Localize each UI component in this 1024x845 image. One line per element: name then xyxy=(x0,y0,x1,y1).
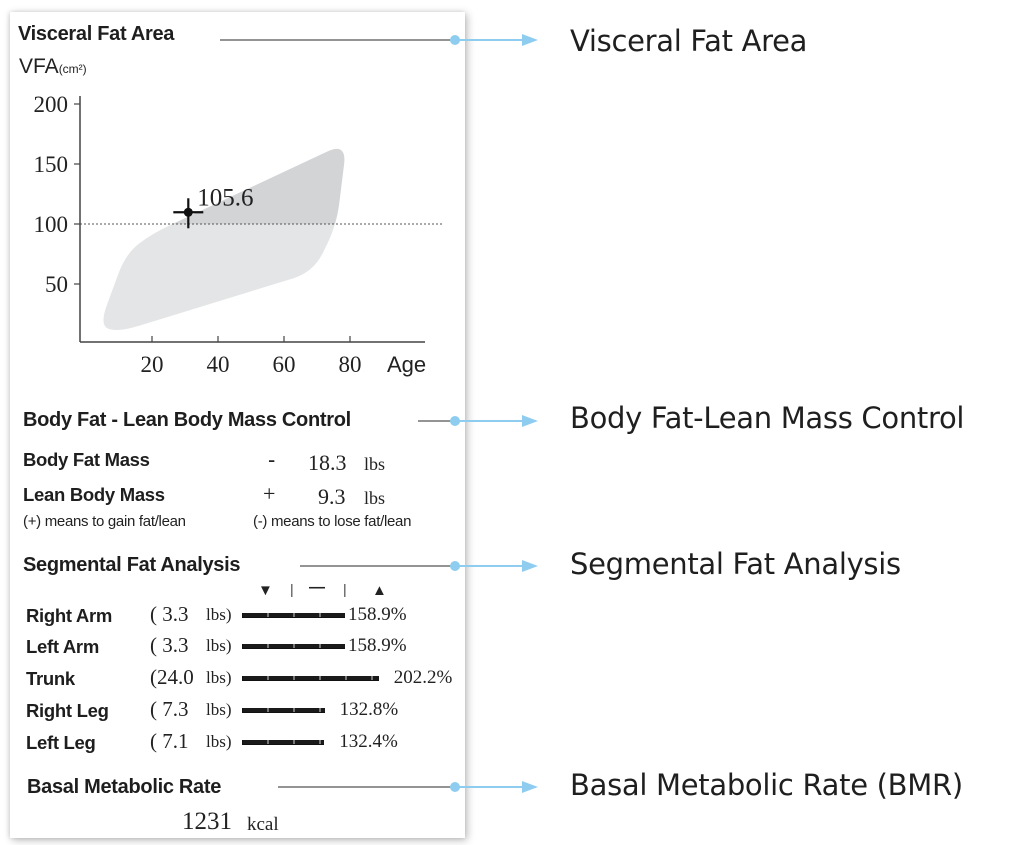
report-panel xyxy=(10,12,465,838)
x-tick-label: 20 xyxy=(141,352,164,377)
indicator-divider-1: | xyxy=(290,581,294,597)
dot-icon xyxy=(450,782,460,792)
x-axis-label: Age xyxy=(387,352,426,377)
segment-label: Trunk xyxy=(26,668,75,689)
callout-bmr xyxy=(278,781,538,793)
segment-percent: 202.2% xyxy=(393,667,453,688)
indicator-under-icon: ▼ xyxy=(258,582,273,599)
bmr-value: 1231 xyxy=(182,808,232,835)
arrow-right-icon xyxy=(522,415,538,427)
bmr-title: Basal Metabolic Rate xyxy=(27,776,222,798)
lean-body-mass-sign: + xyxy=(263,481,276,506)
x-tick-label: 60 xyxy=(273,352,296,377)
segment-mass: (24.0 xyxy=(150,665,194,689)
segment-mass-unit: lbs) xyxy=(206,700,232,719)
segment-mass: ( 7.3 xyxy=(150,697,189,721)
vfa-axis-label: VFA(cm²) xyxy=(19,55,87,79)
note-lose: (-) means to lose fat/lean xyxy=(253,513,412,530)
body-fat-mass-value: 18.3 xyxy=(308,450,347,475)
dot-icon xyxy=(450,416,460,426)
segment-bar xyxy=(242,676,379,681)
segment-label: Left Leg xyxy=(26,732,96,753)
callout-label-body-fat: Body Fat-Lean Mass Control xyxy=(570,401,965,435)
segment-bar xyxy=(242,644,345,649)
lean-body-mass-unit: lbs xyxy=(364,488,386,508)
body-fat-mass-sign: - xyxy=(268,447,276,472)
callout-body-fat xyxy=(418,415,538,427)
x-tick-label: 40 xyxy=(207,352,230,377)
segment-percent: 132.4% xyxy=(339,731,398,752)
dot-icon xyxy=(450,561,460,571)
segment-bar xyxy=(242,613,345,618)
callout-segmental xyxy=(300,560,538,572)
segment-mass-unit: lbs) xyxy=(206,732,232,751)
x-tick-label: 80 xyxy=(339,352,362,377)
y-tick-label: 150 xyxy=(34,152,69,177)
vfa-unit-main: VFA xyxy=(19,55,59,78)
segment-mass-unit: lbs) xyxy=(206,605,232,624)
segment-mass: ( 7.1 xyxy=(150,729,189,753)
segment-mass: ( 3.3 xyxy=(150,633,189,657)
region-below-reference xyxy=(103,224,335,330)
arrow-right-icon xyxy=(522,560,538,572)
segment-percent: 132.8% xyxy=(339,699,399,720)
body-fat-mass-label: Body Fat Mass xyxy=(23,449,150,470)
lean-body-mass-value: 9.3 xyxy=(318,484,346,509)
vfa-unit-sub: (cm²) xyxy=(58,62,87,76)
region-above-reference xyxy=(172,148,345,224)
segment-percent: 158.9% xyxy=(347,635,407,656)
segment-mass: ( 3.3 xyxy=(150,602,189,626)
data-point-label: 105.6 xyxy=(197,184,253,211)
indicator-divider-2: | xyxy=(343,581,347,597)
body-fat-control-title: Body Fat - Lean Body Mass Control xyxy=(23,409,351,431)
arrow-right-icon xyxy=(522,34,538,46)
lean-body-mass-label: Lean Body Mass xyxy=(23,484,165,505)
segment-mass-unit: lbs) xyxy=(206,668,232,687)
note-gain: (+) means to gain fat/lean xyxy=(23,513,186,530)
y-tick-label: 50 xyxy=(45,272,68,297)
callout-label-visceral: Visceral Fat Area xyxy=(570,24,808,58)
data-point xyxy=(183,207,193,217)
arrow-right-icon xyxy=(522,781,538,793)
segment-label: Right Arm xyxy=(26,605,113,626)
callout-visceral xyxy=(220,34,538,46)
y-tick-label: 200 xyxy=(34,92,69,117)
segment-percent: 158.9% xyxy=(347,604,407,625)
segment-label: Right Leg xyxy=(26,700,109,721)
y-tick-label: 100 xyxy=(34,212,69,237)
vfa-chart: 50 100 150 200 20 40 60 80 105.6 Age xyxy=(34,92,443,377)
segment-bar xyxy=(242,708,325,713)
segment-bar xyxy=(242,740,325,745)
segment-mass-unit: lbs) xyxy=(206,636,232,655)
indicator-over-icon: ▲ xyxy=(372,582,387,599)
visceral-fat-title: Visceral Fat Area xyxy=(18,23,175,45)
callout-label-segmental: Segmental Fat Analysis xyxy=(570,547,901,581)
dot-icon xyxy=(450,35,460,45)
segmental-fat-title: Segmental Fat Analysis xyxy=(23,554,241,576)
body-fat-mass-unit: lbs xyxy=(364,454,386,474)
segment-label: Left Arm xyxy=(26,636,99,657)
normal-range-region xyxy=(103,148,345,330)
callout-label-bmr: Basal Metabolic Rate (BMR) xyxy=(570,768,963,802)
indicator-normal-icon: — xyxy=(309,579,325,596)
bmr-unit: kcal xyxy=(247,814,279,835)
